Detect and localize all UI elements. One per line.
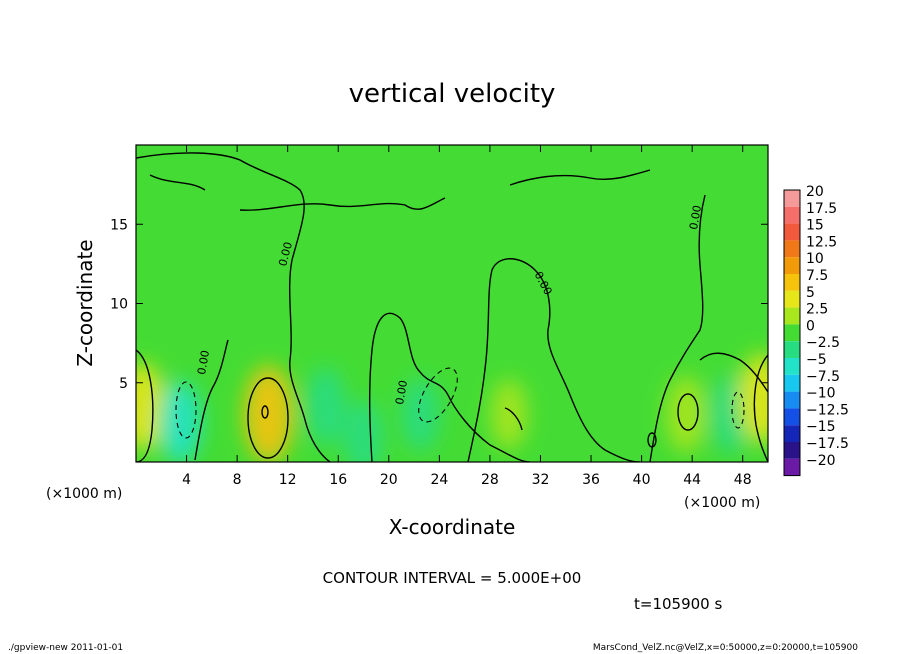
colorbar-swatch	[784, 358, 800, 375]
zero-contour-far-right	[649, 194, 706, 462]
colorbar-swatch	[784, 391, 800, 409]
contour-segment	[149, 174, 206, 191]
y-axis-label: Z-coordinate	[73, 239, 97, 366]
x-tick-label: 32	[532, 472, 550, 488]
colorbar-swatch	[784, 442, 800, 459]
contour-label: 0.00	[195, 349, 212, 375]
colorbar-label: 10	[806, 251, 824, 267]
colorbar-label: −10	[806, 386, 836, 402]
colorbar-swatch	[784, 425, 800, 442]
footer-left: ./gpview-new 2011-01-01	[8, 643, 123, 653]
velocity-feature	[401, 378, 440, 451]
colorbar-label: −17.5	[806, 436, 849, 452]
colorbar-swatch	[784, 290, 800, 308]
colorbar-swatch	[784, 206, 800, 224]
colorbar-frame	[783, 189, 801, 477]
zero-contour-mid	[369, 312, 531, 462]
contour-segment	[239, 197, 446, 211]
colorbar-label: −15	[806, 419, 836, 435]
contour-label: 0.00	[687, 204, 704, 230]
colorbar-label: −20	[806, 453, 836, 469]
colorbar-label: 2.5	[806, 302, 828, 318]
contour-label: 0.00	[276, 241, 295, 268]
time-label: t=105900 s	[634, 595, 722, 613]
contour-right-edge	[753, 354, 768, 462]
contour-negative	[731, 391, 745, 429]
x-tick-label: 20	[380, 472, 398, 488]
contour-negative	[418, 367, 458, 423]
colorbar-label: −2.5	[806, 335, 840, 351]
plot-background	[136, 145, 768, 462]
contour-segment	[509, 169, 651, 186]
x-tick-label: 28	[481, 472, 499, 488]
velocity-feature	[305, 367, 346, 446]
plot-area: 0.000.000.000.000.00 4 8 12 16 20 24 28 32 36 40 4…	[110, 144, 769, 488]
colorbar-swatch	[784, 341, 800, 358]
colorbar-label: 7.5	[806, 268, 828, 284]
velocity-feature	[738, 353, 768, 444]
colorbar-swatch	[784, 324, 800, 342]
colorbar-label: 15	[806, 218, 824, 234]
colorbar-swatch	[784, 374, 800, 392]
colorbar-label: 17.5	[806, 201, 837, 217]
velocity-feature	[343, 400, 384, 462]
colorbar-swatch	[784, 458, 800, 476]
x-tick-label: 16	[329, 472, 347, 488]
colorbar: 2017.51512.5107.552.50−2.5−5−7.5−10−12.5…	[783, 184, 849, 477]
velocity-feature	[490, 379, 528, 450]
colorbar-label: 20	[806, 184, 824, 200]
colorbar-swatch	[784, 257, 800, 274]
contour-segment	[194, 339, 229, 461]
x-tick-label: 48	[734, 472, 752, 488]
contour-left-edge	[136, 349, 154, 462]
x-tick-label: 44	[683, 472, 701, 488]
colorbar-label: −12.5	[806, 402, 849, 418]
colorbar-label: 12.5	[806, 234, 837, 250]
x-tick-label: 40	[633, 472, 651, 488]
x-tick-label: 12	[279, 472, 297, 488]
colorbar-swatch	[784, 408, 800, 426]
colorbar-swatch	[784, 274, 800, 291]
velocity-field	[136, 353, 768, 462]
x-tick-label: 4	[182, 472, 191, 488]
colorbar-swatch	[784, 240, 800, 258]
x-axis-label: X-coordinate	[389, 515, 516, 539]
colorbar-swatch	[784, 223, 800, 241]
velocity-feature	[136, 362, 165, 451]
contour-negative	[175, 381, 197, 439]
colorbar-label: 0	[806, 318, 815, 334]
footer-right: MarsCond_VelZ.nc@VelZ,x=0:50000,z=0:2000…	[593, 643, 858, 653]
velocity-feature	[158, 381, 202, 462]
contour-segment	[699, 352, 768, 393]
y-tick-label: 5	[119, 376, 128, 392]
x-axis-unit: (×1000 m)	[684, 495, 760, 511]
contour-label: 0.00	[393, 379, 410, 405]
zero-contour-left	[136, 152, 331, 462]
chart-title: vertical velocity	[349, 79, 556, 109]
colorbar-label: −7.5	[806, 369, 840, 385]
contour-positive-peak	[247, 377, 289, 459]
contour-segment	[504, 407, 523, 431]
contour-small-loop	[647, 432, 657, 448]
x-tick-label: 8	[233, 472, 242, 488]
negative-contours	[175, 367, 745, 439]
contour-positive-peak-right	[677, 393, 699, 431]
colorbar-swatch	[784, 190, 800, 207]
contour-positive-core	[261, 405, 269, 419]
velocity-feature	[665, 375, 707, 454]
colorbar-label: −5	[806, 352, 827, 368]
contour-interval-note: CONTOUR INTERVAL = 5.000E+00	[323, 569, 582, 587]
zero-contour-right	[467, 258, 641, 462]
colorbar-swatch	[784, 307, 800, 325]
x-tick-label: 36	[582, 472, 600, 488]
y-axis-unit: (×1000 m)	[46, 486, 122, 502]
contour-lines	[136, 152, 768, 462]
y-tick-label: 10	[110, 297, 128, 313]
colorbar-label: 5	[806, 285, 815, 301]
y-tick-label: 15	[110, 217, 128, 233]
x-tick-label: 24	[430, 472, 448, 488]
velocity-feature	[243, 365, 294, 462]
